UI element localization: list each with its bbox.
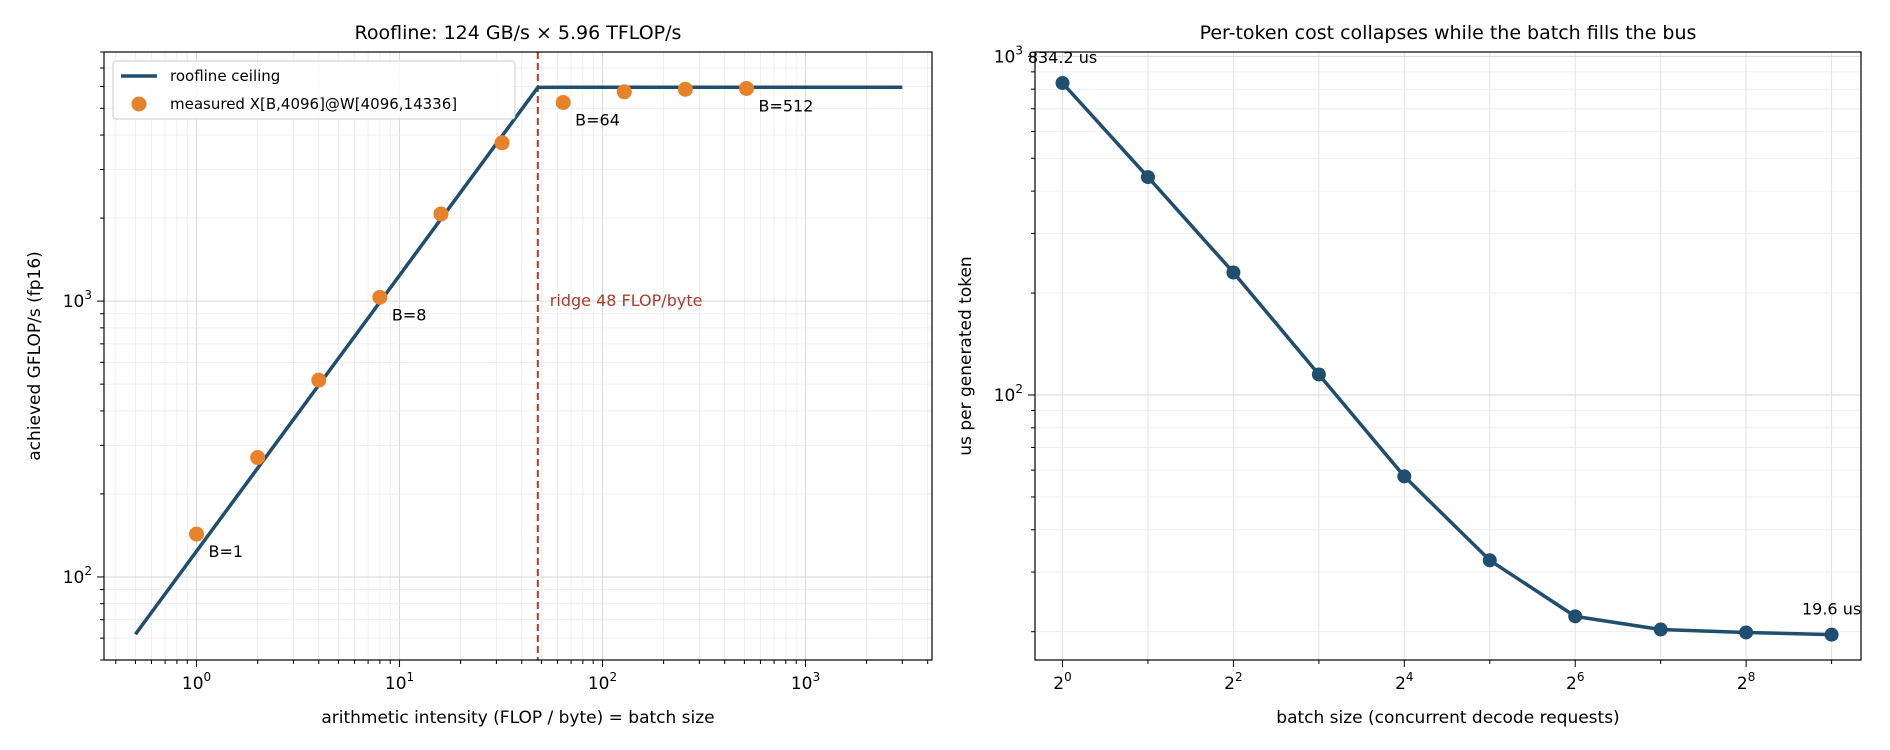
measured-point: [677, 81, 693, 97]
roofline-chart-title: Roofline: 124 GB/s × 5.96 TFLOP/s: [355, 22, 682, 44]
x-tick-label: 22: [1224, 670, 1242, 694]
point-annotation: B=512: [758, 96, 813, 115]
point-annotation: B=64: [575, 110, 620, 129]
roofline-annotations: B=1 B=8 B=64 B=512: [209, 96, 814, 561]
measured-point: [738, 80, 754, 96]
point-annotation: B=1: [209, 542, 244, 561]
x-tick-label: 20: [1053, 670, 1071, 694]
per-token-cost-chart: Per-token cost collapses while the batch…: [956, 22, 1862, 728]
cost-plot-frame: [1034, 51, 1862, 661]
cost-point: [1739, 625, 1754, 640]
y-tick-label: 102: [994, 382, 1023, 406]
measured-point: [250, 450, 266, 466]
cost-chart-title: Per-token cost collapses while the batch…: [1200, 22, 1697, 44]
cost-point: [1226, 265, 1241, 280]
y-tick-label: 103: [63, 288, 92, 312]
measured-point: [189, 526, 205, 542]
cost-point: [1653, 622, 1668, 637]
legend-item-measured: measured X[B,4096]@W[4096,14336]: [170, 95, 457, 113]
x-tick-label: 24: [1395, 670, 1413, 694]
measured-point: [494, 135, 510, 151]
cost-point: [1311, 367, 1326, 382]
cost-x-axis-label: batch size (concurrent decode requests): [1276, 708, 1619, 728]
cost-annotations: 834.2 us 19.6 us: [1028, 48, 1861, 619]
x-tick-label: 26: [1566, 670, 1584, 694]
x-tick-label: 102: [588, 670, 617, 694]
cost-point: [1140, 170, 1155, 185]
roofline-x-axis-label: arithmetic intensity (FLOP / byte) = bat…: [321, 708, 714, 728]
measured-point: [616, 84, 632, 100]
point-annotation: B=8: [392, 305, 427, 324]
x-tick-label: 28: [1737, 670, 1755, 694]
roofline-y-axis-label: achieved GFLOP/s (fp16): [25, 251, 45, 461]
y-tick-label: 102: [63, 564, 92, 588]
cost-point: [1397, 469, 1412, 484]
cost-y-axis-label: us per generated token: [956, 256, 976, 455]
roofline-ticks: 100 101 102 103 102 103: [63, 51, 929, 694]
legend-item-roofline: roofline ceiling: [170, 67, 280, 85]
point-annotation: 834.2 us: [1028, 48, 1097, 67]
cost-point: [1055, 76, 1070, 91]
measured-point: [433, 206, 449, 222]
cost-point: [1482, 553, 1497, 568]
roofline-series: [134, 80, 903, 636]
measured-point: [311, 372, 327, 388]
roofline-chart: Roofline: 124 GB/s × 5.96 TFLOP/s 100 101…: [25, 22, 933, 728]
ridge-label: ridge 48 FLOP/byte: [550, 291, 703, 310]
cost-ticks: 20 22 24 26 28 102 103: [994, 43, 1833, 694]
y-tick-label: 103: [994, 43, 1023, 67]
point-annotation: 19.6 us: [1802, 600, 1861, 619]
measured-point: [555, 94, 571, 110]
cost-point: [1824, 627, 1839, 642]
x-tick-label: 100: [182, 670, 211, 694]
legend-marker-swatch: [131, 96, 147, 112]
legend-box: [112, 60, 516, 120]
roofline-ceiling-line: [134, 85, 903, 636]
x-tick-label: 103: [791, 670, 820, 694]
roofline-plot-frame: [103, 51, 933, 661]
measured-point: [372, 289, 388, 305]
cost-grid: [1035, 52, 1861, 660]
roofline-grid: [104, 51, 932, 661]
cost-series: [1055, 76, 1839, 642]
x-tick-label: 101: [385, 670, 414, 694]
roofline-legend: roofline ceiling measured X[B,4096]@W[40…: [112, 60, 516, 120]
cost-point: [1568, 609, 1583, 624]
cost-line: [1061, 81, 1832, 637]
